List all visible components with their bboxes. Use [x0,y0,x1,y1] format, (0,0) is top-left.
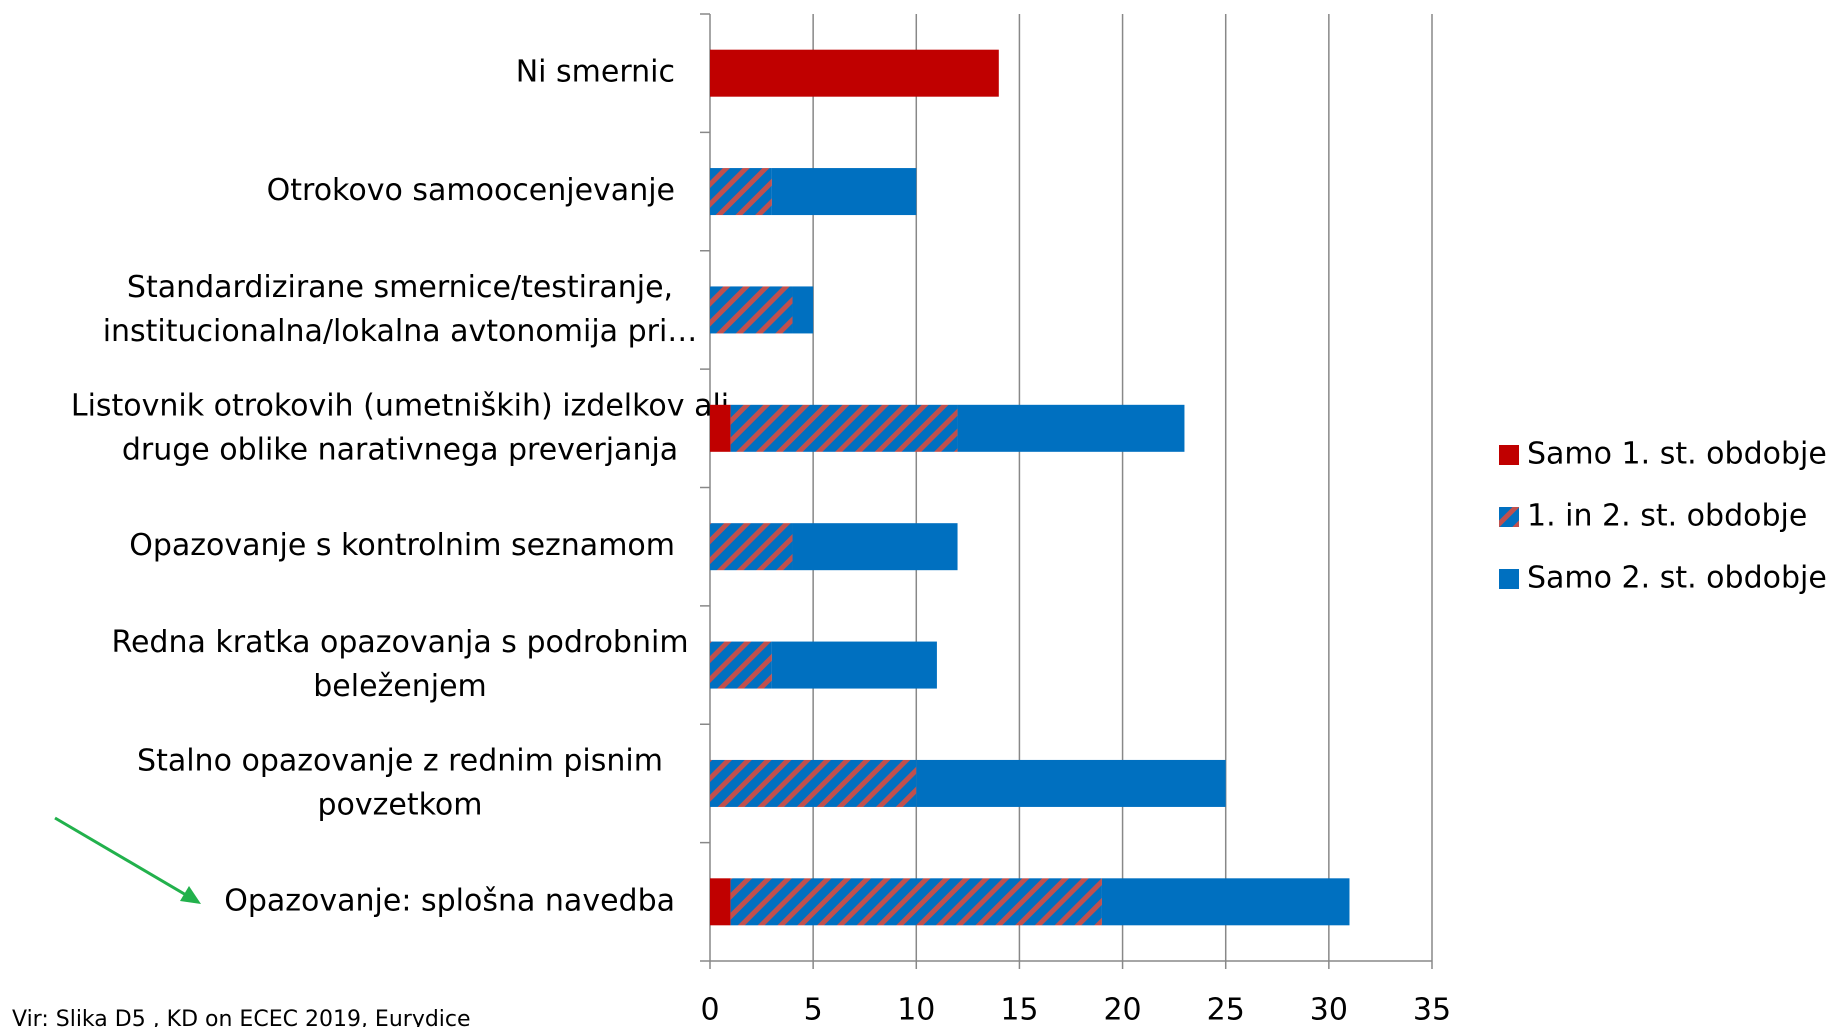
bar-segment [1101,878,1350,926]
legend-label: 1. in 2. st. obdobje [1527,499,1807,534]
bar-segment [710,641,772,689]
annotation-arrow [54,816,201,904]
source-note: Vir: Slika D5 , KD on ECEC 2019, Eurydic… [12,1007,471,1027]
bar-segment [957,404,1185,452]
y-tick-label: Redna kratka opazovanja s podrobnim belež… [111,625,688,704]
x-tick-label: 10 [897,993,935,1027]
y-tick-label: Otrokovo samoocenjevanje [267,173,675,208]
x-tick-label: 35 [1413,993,1451,1027]
x-tick-label: 25 [1207,993,1245,1027]
bar-segment [730,878,1102,926]
bar-segment [710,759,917,807]
x-tick-label: 30 [1310,993,1348,1027]
x-tick-label: 15 [1000,993,1038,1027]
bar-segment [771,168,917,216]
bar-segment [710,523,793,571]
bar-segment [710,286,793,334]
x-tick-label: 20 [1103,993,1141,1027]
y-tick-label: Stalno opazovanje z rednim pisnim povzetk… [137,743,663,822]
y-tick-label: Opazovanje: splošna navedba [224,883,675,918]
x-tick-label: 5 [804,993,823,1027]
bar-segment [730,404,958,452]
legend-swatch [1499,445,1519,465]
y-tick-label: Ni smernic [516,55,675,90]
legend-label: Samo 2. st. obdobje [1527,561,1827,596]
bar-segment [710,878,731,926]
bar-segment [792,523,958,571]
bar-segment [710,49,999,97]
bar-segment [710,168,772,216]
legend-label: Samo 1. st. obdobje [1527,437,1827,472]
y-tick-label: Listovnik otrokovih (umetniških) izdelko… [71,388,729,467]
bar-segment [710,404,731,452]
y-tick-label: Standardizirane smernice/testiranje, inst… [103,269,698,348]
legend-swatch [1499,507,1519,527]
bar-segment [792,286,814,334]
y-tick-label: Opazovanje s kontrolnim seznamom [129,528,675,563]
legend-swatch [1499,569,1519,589]
bar-segment [771,641,937,689]
bar-segment [916,759,1226,807]
x-tick-label: 0 [700,993,719,1027]
